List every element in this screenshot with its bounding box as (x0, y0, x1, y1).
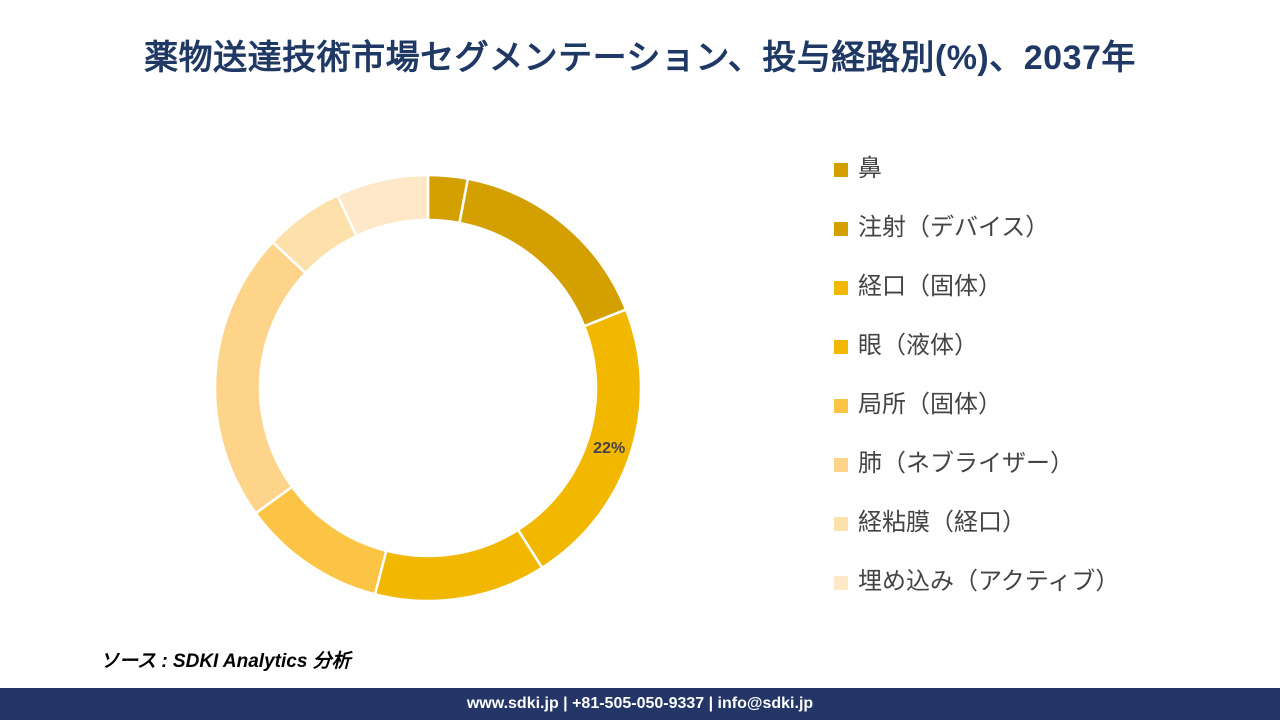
donut-slice-3 (373, 528, 544, 603)
legend-item-2: 経口（固体） (834, 268, 1124, 306)
footer-bar: www.sdki.jp | +81-505-050-9337 | info@sd… (0, 688, 1280, 720)
legend-label: 眼（液体） (858, 332, 978, 359)
legend-swatch (834, 340, 848, 354)
legend-item-7: 埋め込み（アクティブ） (834, 563, 1124, 601)
legend-label: 経口（固体） (858, 273, 1002, 300)
legend-item-6: 経粘膜（経口） (834, 504, 1124, 542)
donut-slice-5 (213, 240, 308, 515)
legend-swatch (834, 163, 848, 177)
donut-data-label-2: 22% (593, 440, 625, 457)
legend-item-4: 局所（固体） (834, 386, 1124, 424)
chart-legend: 鼻注射（デバイス） 経口（固体） 眼（液体） 局所（固体） 肺（ネブライザー） 経粘膜（経… (834, 150, 1124, 622)
legend-label: 肺（ネブライザー） (858, 450, 1074, 477)
legend-label: 注射（デバイス） (858, 214, 1050, 241)
source-note: ソース : SDKI Analytics 分析 (100, 651, 351, 672)
legend-item-3: 眼（液体） (834, 327, 1124, 365)
legend-item-0: 鼻 (834, 150, 1124, 188)
legend-label: 経粘膜（経口） (858, 509, 1026, 536)
legend-swatch (834, 517, 848, 531)
legend-swatch (834, 576, 848, 590)
legend-swatch (834, 458, 848, 472)
legend-swatch (834, 281, 848, 295)
legend-label: 鼻 (858, 155, 882, 182)
donut-slice-4 (253, 485, 388, 596)
donut-slice-2 (516, 307, 643, 570)
donut-chart: 22% (213, 173, 643, 603)
legend-item-5: 肺（ネブライザー） (834, 445, 1124, 483)
legend-item-1: 注射（デバイス） (834, 209, 1124, 247)
legend-label: 埋め込み（アクティブ） (858, 568, 1120, 595)
chart-title: 薬物送達技術市場セグメンテーション、投与経路別(%)、2037年 (144, 39, 1136, 77)
legend-swatch (834, 399, 848, 413)
legend-swatch (834, 222, 848, 236)
donut-slice-7 (335, 173, 430, 238)
donut-slice-1 (458, 177, 628, 328)
legend-label: 局所（固体） (858, 391, 1002, 418)
